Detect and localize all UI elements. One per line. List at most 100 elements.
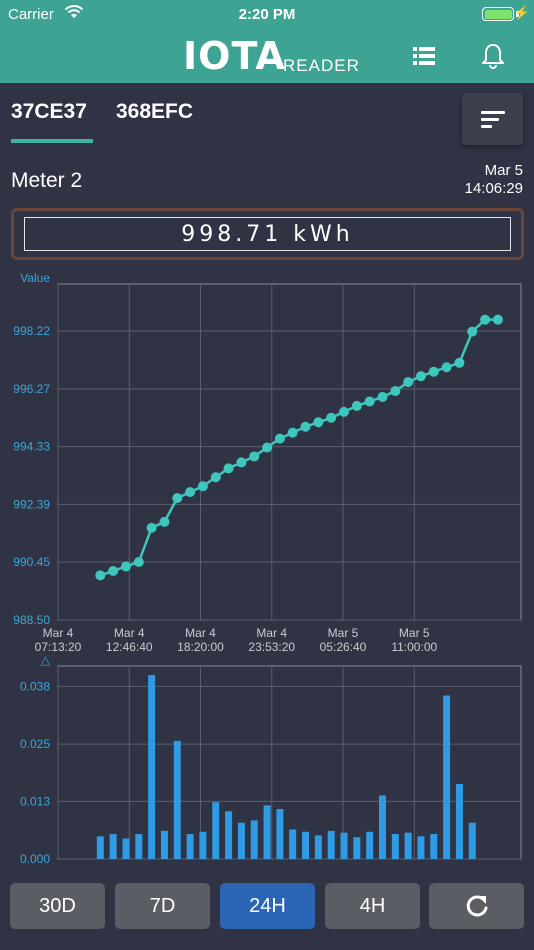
data-point — [300, 421, 311, 432]
x-tick-label: Mar 4 — [256, 626, 287, 640]
data-point — [415, 371, 426, 382]
app-header: IOTA READER — [0, 30, 534, 83]
data-point — [441, 362, 452, 373]
range-button-4h[interactable]: 4H — [325, 883, 420, 929]
data-point — [146, 522, 157, 533]
data-point — [120, 561, 131, 572]
reading-value: 998.71 kWh — [24, 217, 511, 251]
bar — [417, 836, 425, 859]
meter-name: Meter 2 — [11, 169, 83, 192]
range-button-30d[interactable]: 30D — [10, 883, 105, 929]
x-tick-label: 05:26:40 — [320, 640, 367, 654]
x-tick-label: Mar 5 — [399, 626, 430, 640]
y-tick-label: 0.025 — [20, 737, 50, 751]
y-tick-label: 998.22 — [13, 324, 50, 338]
bell-icon[interactable] — [479, 42, 507, 70]
bar — [186, 834, 194, 859]
sort-button[interactable] — [462, 93, 523, 145]
data-point — [403, 377, 414, 388]
bar — [455, 784, 463, 859]
status-bar: Carrier 2:20 PM ⚡ — [0, 0, 534, 30]
bar — [404, 832, 412, 859]
y-tick-label: 988.50 — [13, 613, 50, 627]
y-tick-label: 994.33 — [13, 440, 50, 454]
data-point — [108, 565, 119, 576]
tab-368efc[interactable]: 368EFC — [116, 100, 194, 123]
bar — [443, 695, 451, 859]
x-tick-label: 23:53:20 — [248, 640, 295, 654]
data-point — [390, 386, 401, 397]
bar — [340, 832, 348, 859]
bar — [135, 834, 143, 859]
tab-37ce37[interactable]: 37CE37 — [11, 100, 87, 123]
data-point — [313, 417, 324, 428]
data-point — [351, 400, 362, 411]
x-tick-label: 11:00:00 — [391, 640, 437, 654]
data-point — [377, 391, 388, 402]
y-tick-label: 0.013 — [20, 794, 50, 808]
y-axis-label: Value — [20, 271, 50, 285]
bar — [109, 834, 117, 859]
bar — [430, 834, 438, 859]
y-axis-label: △ — [41, 653, 51, 667]
data-point — [326, 412, 337, 423]
bar — [250, 820, 258, 859]
x-tick-label: Mar 4 — [185, 626, 216, 640]
bar — [173, 740, 181, 859]
bar — [468, 822, 476, 859]
data-point — [95, 570, 106, 581]
bar — [199, 831, 207, 859]
data-point — [274, 433, 285, 444]
data-point — [236, 457, 247, 468]
y-tick-label: 0.000 — [20, 852, 50, 866]
carrier-label: Carrier — [8, 6, 54, 23]
y-tick-label: 996.27 — [13, 382, 50, 396]
x-tick-label: Mar 4 — [114, 626, 145, 640]
data-point — [339, 406, 350, 417]
x-tick-label: Mar 5 — [328, 626, 359, 640]
data-point — [287, 427, 298, 438]
x-tick-label: Mar 4 — [43, 626, 74, 640]
data-point — [223, 463, 234, 474]
bar — [289, 829, 297, 859]
range-button-7d[interactable]: 7D — [115, 883, 210, 929]
bar — [366, 831, 374, 859]
bar — [276, 809, 284, 859]
bar — [378, 795, 386, 859]
data-point — [249, 451, 260, 462]
y-tick-label: 990.45 — [13, 555, 50, 569]
data-point — [159, 516, 170, 527]
bar — [96, 836, 104, 859]
status-time: 2:20 PM — [238, 6, 296, 23]
data-point — [480, 314, 491, 325]
data-point — [467, 326, 478, 337]
x-tick-label: 18:20:00 — [177, 640, 224, 654]
refresh-icon — [466, 895, 487, 917]
data-point — [172, 493, 183, 504]
logo-subtitle: READER — [283, 56, 360, 75]
bar — [160, 830, 168, 859]
meter-time: 14:06:29 — [464, 180, 523, 197]
y-tick-label: 992.39 — [13, 497, 50, 511]
bar — [225, 811, 233, 859]
logo-text: IOTA — [183, 34, 286, 78]
active-tab-indicator — [11, 139, 93, 143]
list-icon[interactable] — [410, 42, 438, 70]
charging-icon: ⚡ — [513, 5, 530, 20]
bar — [327, 830, 335, 859]
charts: 988.50 990.45 992.39 994.33 996.27 998.22 Mar … — [13, 271, 522, 866]
range-button-24h[interactable]: 24H — [220, 883, 315, 929]
bar — [353, 837, 361, 859]
bar — [391, 834, 399, 859]
data-point — [210, 472, 221, 483]
x-tick-label: 07:13:20 — [35, 640, 82, 654]
bar — [148, 675, 156, 859]
refresh-button[interactable] — [429, 883, 524, 929]
meter-timestamp: Mar 5 14:06:29 — [465, 162, 523, 198]
data-point — [133, 557, 144, 568]
meter-tabs: 37CE37 368EFC — [0, 90, 534, 150]
battery-icon — [482, 7, 514, 21]
y-tick-label: 0.038 — [20, 679, 50, 693]
data-point — [454, 357, 465, 368]
data-point — [197, 481, 208, 492]
